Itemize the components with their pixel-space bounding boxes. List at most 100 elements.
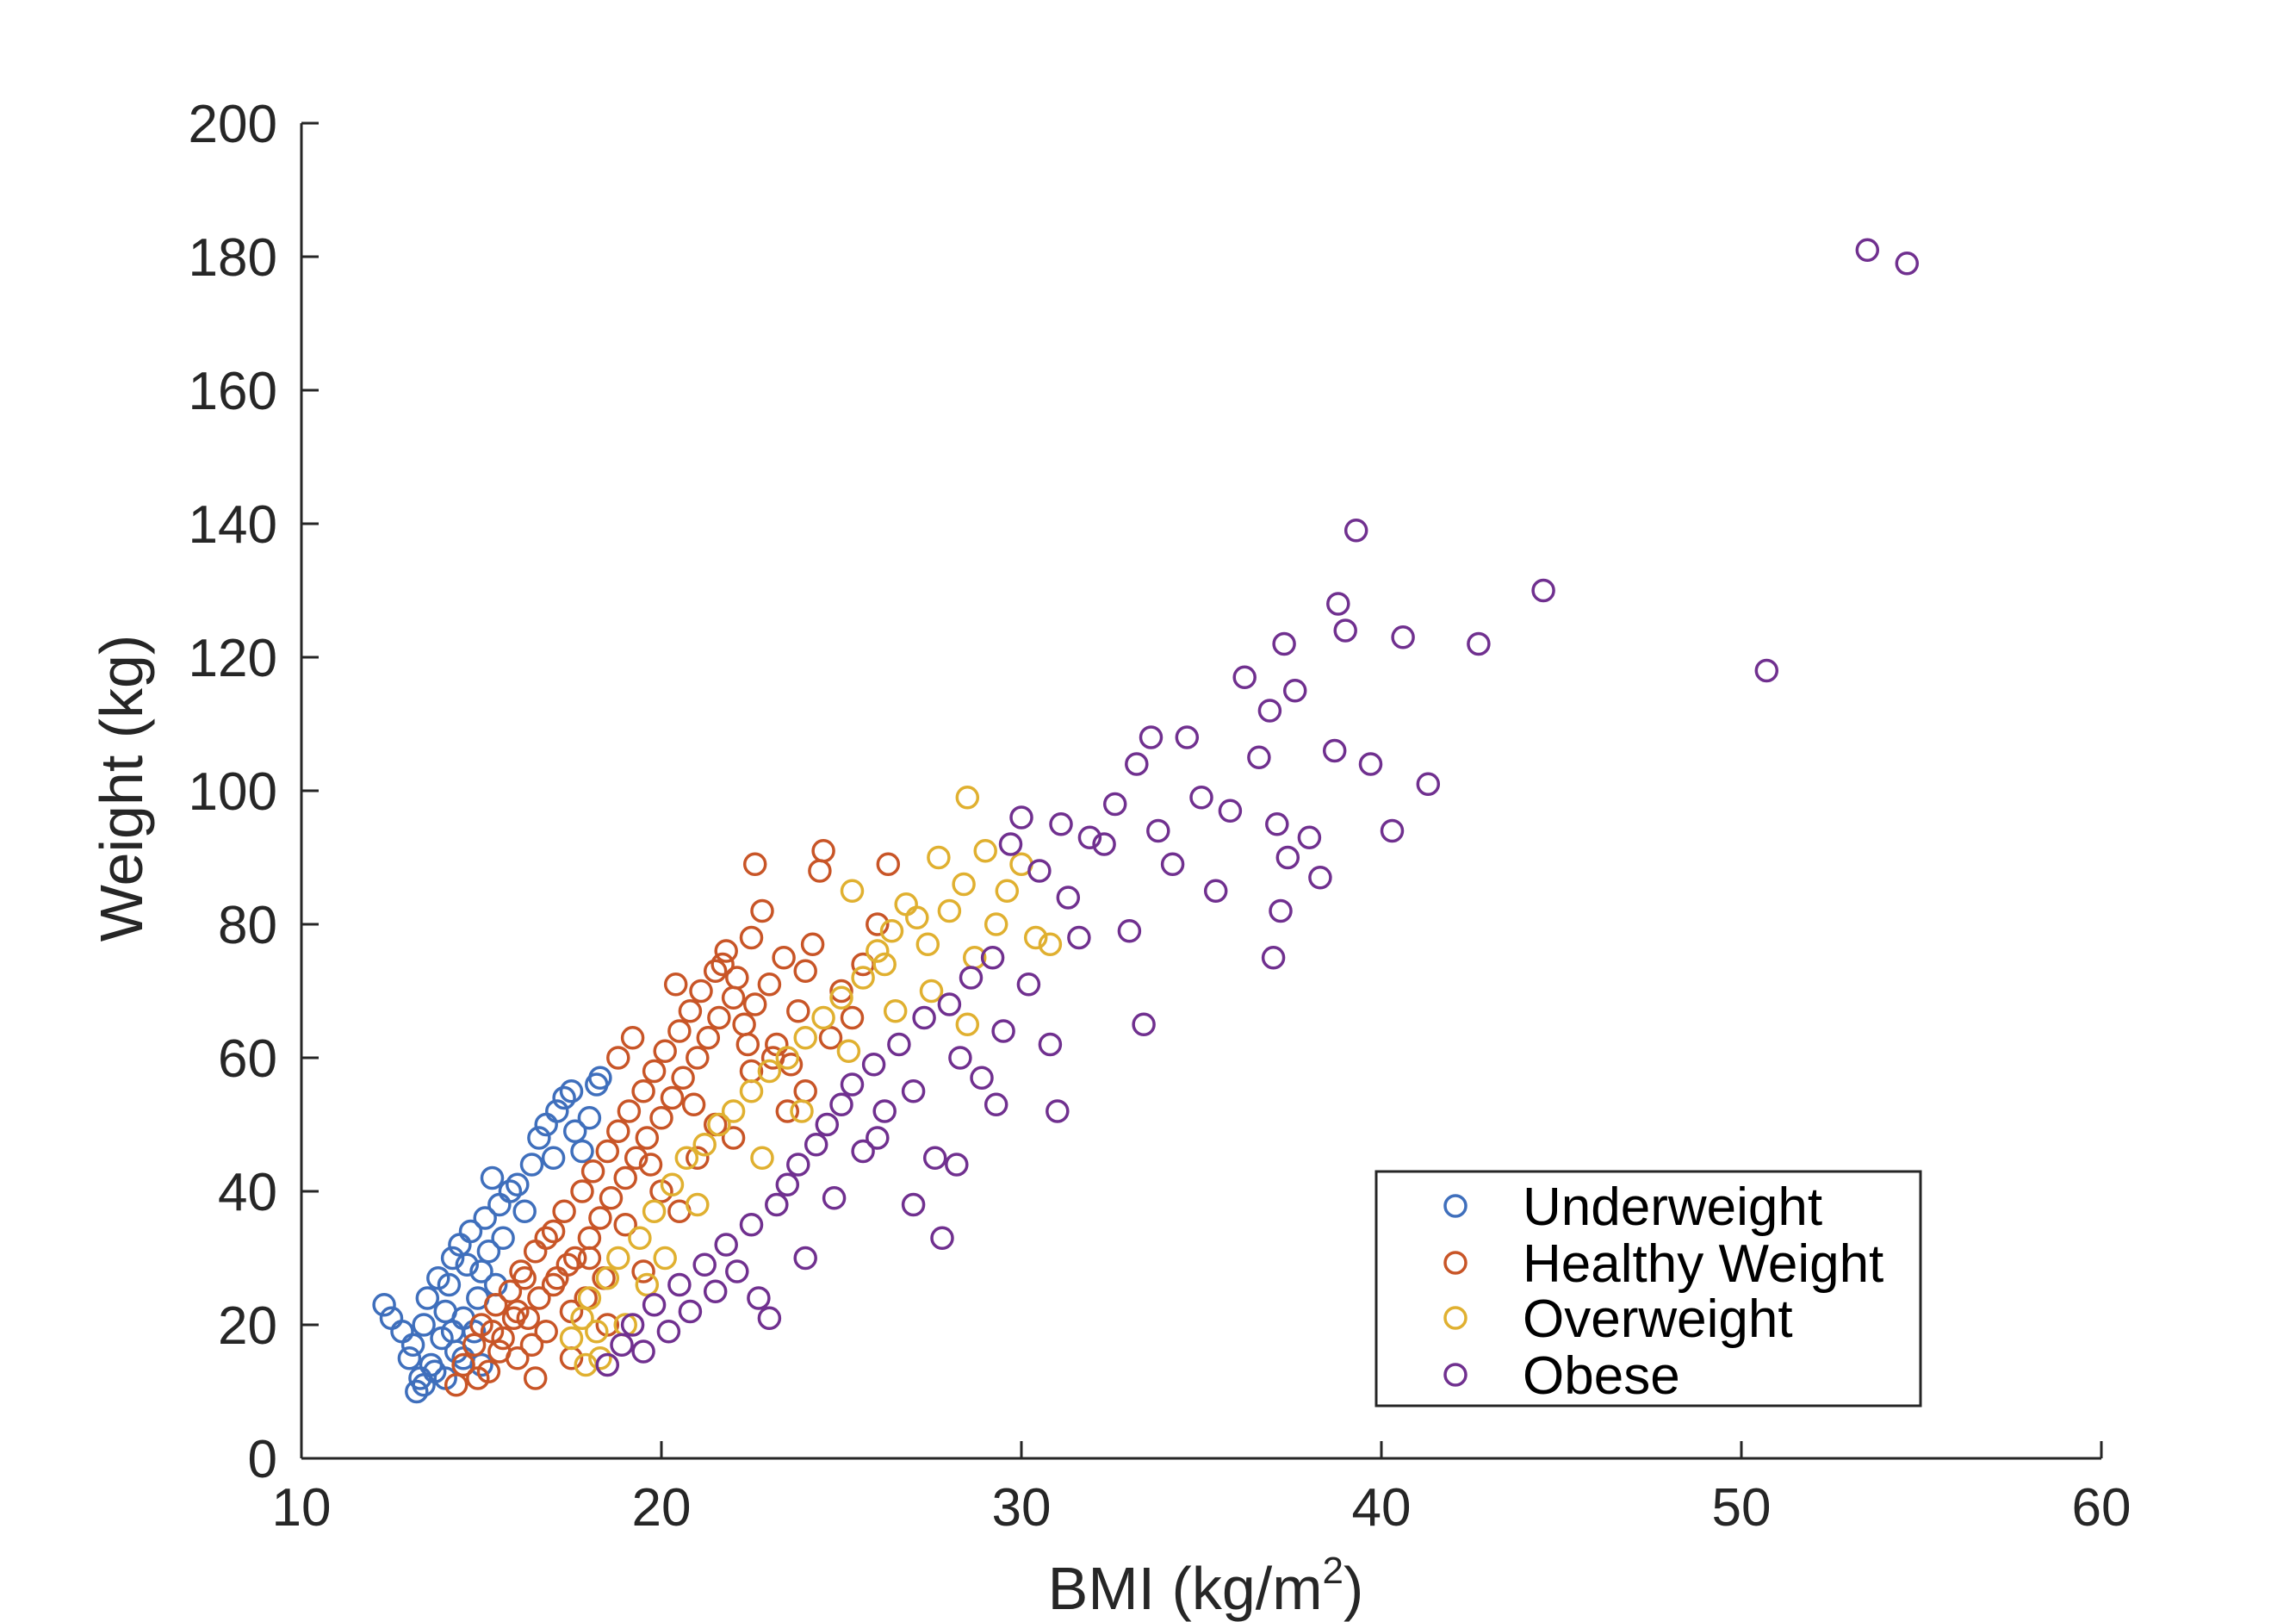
data-point <box>1275 845 1300 870</box>
data-point <box>915 932 940 957</box>
data-point <box>811 1005 835 1030</box>
legend-label-obese: Obese <box>1523 1346 1680 1406</box>
data-point <box>866 912 890 936</box>
data-point <box>1056 886 1081 910</box>
data-point <box>707 1112 731 1137</box>
data-point <box>686 1046 710 1070</box>
data-point <box>660 1085 685 1110</box>
legend-marker-underweight <box>1443 1194 1468 1218</box>
data-point <box>703 1279 728 1304</box>
y-tick-label: 140 <box>189 495 277 555</box>
data-point <box>851 1139 875 1164</box>
data-point <box>559 1079 584 1103</box>
x-tick-label: 30 <box>992 1478 1052 1538</box>
data-point <box>653 1246 677 1271</box>
legend-marker-healthy-weight <box>1443 1251 1468 1275</box>
data-point <box>811 839 835 863</box>
data-point <box>829 979 853 1004</box>
y-tick-label: 160 <box>189 362 277 421</box>
data-point <box>498 1179 523 1203</box>
data-point <box>519 1153 544 1177</box>
data-point <box>1326 592 1350 616</box>
y-tick-label: 100 <box>189 762 277 822</box>
data-points <box>372 238 1920 1404</box>
data-point <box>678 1299 703 1324</box>
data-point <box>866 939 890 963</box>
data-point <box>397 1346 422 1370</box>
data-point <box>1333 618 1357 643</box>
y-axis-label: Weight (kg) <box>88 635 155 942</box>
data-point <box>922 1146 947 1171</box>
data-point <box>742 992 767 1016</box>
data-point <box>1203 879 1228 904</box>
y-tick-label: 0 <box>248 1430 277 1489</box>
x-tick-label: 60 <box>2072 1478 2132 1538</box>
data-point <box>804 1133 828 1157</box>
data-point <box>1467 631 1491 656</box>
tick-labels: 0 20 40 60 80 100 120 140 160 180 200 10 20 30 40 50 60 <box>189 95 2132 1538</box>
data-point <box>523 1240 548 1264</box>
data-point <box>412 1373 436 1397</box>
data-point <box>721 985 746 1010</box>
data-point <box>991 1019 1015 1043</box>
data-point <box>793 959 817 984</box>
data-point <box>444 1373 469 1397</box>
data-point <box>840 1072 865 1097</box>
data-point <box>1247 745 1271 770</box>
legend-entry-healthy-weight: Healthy Weight <box>1443 1234 1883 1294</box>
data-point <box>663 973 688 997</box>
data-point <box>866 1126 890 1150</box>
data-point <box>588 1066 612 1091</box>
data-point <box>757 1306 782 1331</box>
data-point <box>585 1320 609 1344</box>
data-point <box>995 879 1020 904</box>
data-point <box>1218 799 1243 823</box>
data-point <box>815 1112 840 1137</box>
data-point <box>790 1099 814 1123</box>
data-point <box>772 946 796 970</box>
data-point <box>501 1306 526 1331</box>
series-obese <box>595 238 1920 1377</box>
data-point <box>437 1272 462 1297</box>
data-point <box>512 1199 537 1224</box>
x-axis-label-sup: 2 <box>1323 1550 1343 1592</box>
data-point <box>372 1293 396 1317</box>
y-tick-label: 200 <box>189 95 277 154</box>
data-point <box>527 1286 551 1310</box>
data-point <box>696 1026 721 1050</box>
data-point <box>793 1246 817 1271</box>
y-tick-label: 60 <box>218 1029 277 1089</box>
data-point <box>631 1339 655 1364</box>
data-point <box>757 1059 782 1084</box>
data-point <box>552 1085 576 1110</box>
data-point <box>523 1366 548 1390</box>
data-point <box>686 1192 710 1217</box>
data-point <box>818 1026 843 1050</box>
data-point <box>1077 825 1102 850</box>
data-point <box>765 1192 789 1217</box>
x-axis-label-main: BMI (kg/m <box>1048 1555 1323 1622</box>
data-point <box>692 1133 717 1157</box>
data-point <box>570 1179 594 1203</box>
data-point <box>534 1320 558 1344</box>
data-point <box>519 1333 544 1358</box>
data-point <box>599 1186 624 1210</box>
data-point <box>912 1005 936 1030</box>
data-point <box>476 1240 501 1264</box>
y-tick-label: 120 <box>189 629 277 688</box>
data-point <box>901 1079 926 1103</box>
data-point <box>552 1199 576 1224</box>
data-point <box>739 1079 764 1103</box>
data-point <box>984 912 1008 936</box>
data-point <box>545 1099 569 1123</box>
y-tick-label: 80 <box>218 896 277 955</box>
data-point <box>970 1066 994 1091</box>
data-point <box>760 1046 785 1070</box>
data-point <box>984 1092 1008 1117</box>
data-point <box>1269 898 1293 923</box>
data-point <box>631 1259 655 1283</box>
data-point <box>678 999 703 1023</box>
data-point <box>635 1126 660 1150</box>
legend-label-overweight: Overweight <box>1523 1290 1793 1349</box>
data-point <box>1380 818 1405 843</box>
